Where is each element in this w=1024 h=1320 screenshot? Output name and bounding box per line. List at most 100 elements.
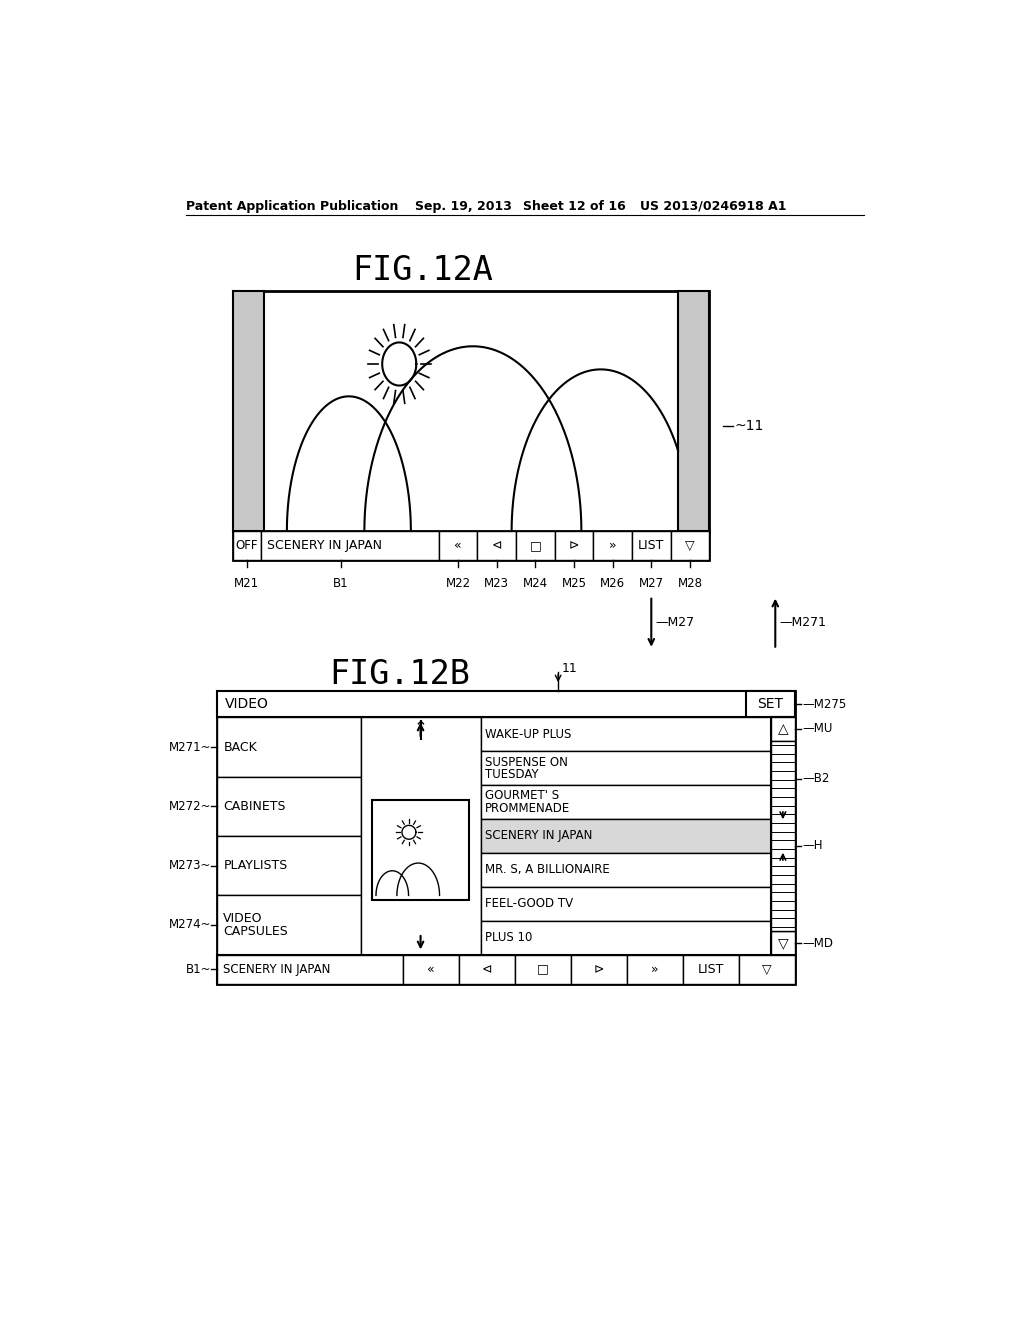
- Text: M22: M22: [445, 577, 471, 590]
- Text: SCENERY IN JAPAN: SCENERY IN JAPAN: [266, 539, 382, 552]
- Text: «: «: [455, 539, 462, 552]
- Text: LIST: LIST: [697, 962, 724, 975]
- Bar: [671, 531, 710, 560]
- Text: △: △: [777, 722, 788, 737]
- Bar: [746, 692, 795, 718]
- Text: FEEL-GOOD TV: FEEL-GOOD TV: [485, 898, 573, 911]
- Text: B1: B1: [333, 577, 348, 590]
- Text: GOURMET' S: GOURMET' S: [485, 789, 559, 803]
- Bar: [480, 887, 771, 921]
- Text: PLUS 10: PLUS 10: [485, 931, 532, 944]
- Text: —M271: —M271: [779, 616, 826, 630]
- Text: OFF: OFF: [236, 539, 258, 552]
- Text: Sep. 19, 2013: Sep. 19, 2013: [415, 199, 512, 213]
- Text: »: »: [651, 962, 658, 975]
- Bar: [217, 776, 360, 836]
- Bar: [771, 718, 795, 954]
- Bar: [771, 741, 795, 932]
- Bar: [372, 800, 469, 900]
- Text: ⊳: ⊳: [594, 962, 604, 975]
- Text: Patent Application Publication: Patent Application Publication: [186, 199, 398, 213]
- Text: CABINETS: CABINETS: [223, 800, 286, 813]
- Bar: [738, 954, 795, 983]
- Bar: [515, 954, 570, 983]
- Text: VIDEO: VIDEO: [225, 697, 268, 711]
- Bar: [771, 718, 795, 741]
- Bar: [477, 531, 516, 560]
- Text: ▽: ▽: [777, 936, 788, 950]
- Text: SUSPENSE ON: SUSPENSE ON: [485, 755, 568, 768]
- Text: WAKE-UP PLUS: WAKE-UP PLUS: [485, 727, 571, 741]
- Text: ▽: ▽: [685, 539, 694, 552]
- Text: M24: M24: [523, 577, 548, 590]
- Bar: [480, 785, 771, 818]
- Text: M21: M21: [234, 577, 259, 590]
- Text: —B2: —B2: [802, 772, 829, 785]
- Bar: [593, 531, 632, 560]
- Text: LIST: LIST: [638, 539, 665, 552]
- Bar: [232, 290, 710, 561]
- Text: Sheet 12 of 16: Sheet 12 of 16: [523, 199, 626, 213]
- Text: —MU: —MU: [802, 722, 833, 735]
- Text: 11: 11: [561, 661, 577, 675]
- Bar: [632, 531, 671, 560]
- Bar: [459, 954, 515, 983]
- Text: «: «: [427, 962, 435, 975]
- Text: —H: —H: [802, 840, 822, 851]
- Text: M25: M25: [561, 577, 587, 590]
- Bar: [683, 954, 738, 983]
- Bar: [217, 692, 795, 718]
- Text: MR. S, A BILLIONAIRE: MR. S, A BILLIONAIRE: [485, 863, 610, 876]
- Bar: [360, 718, 480, 954]
- Bar: [232, 531, 260, 560]
- Text: M27: M27: [639, 577, 664, 590]
- Bar: [516, 531, 555, 560]
- Bar: [480, 853, 771, 887]
- Text: ⊳: ⊳: [568, 539, 580, 552]
- Text: PROMMENADE: PROMMENADE: [485, 801, 570, 814]
- Bar: [480, 751, 771, 785]
- Text: —MD: —MD: [802, 936, 834, 949]
- Bar: [678, 290, 710, 531]
- Text: FIG.12B: FIG.12B: [329, 657, 470, 690]
- Text: M23: M23: [484, 577, 509, 590]
- Bar: [217, 692, 795, 983]
- Text: B1~: B1~: [185, 962, 211, 975]
- Text: ⊲: ⊲: [492, 539, 502, 552]
- Text: CAPSULES: CAPSULES: [223, 925, 288, 939]
- Bar: [232, 290, 263, 531]
- Bar: [217, 836, 360, 895]
- Text: BACK: BACK: [223, 741, 257, 754]
- Text: M274~: M274~: [168, 919, 211, 932]
- Text: □: □: [529, 539, 542, 552]
- Text: ↑: ↑: [414, 719, 427, 737]
- Bar: [480, 818, 771, 853]
- Text: PLAYLISTS: PLAYLISTS: [223, 859, 288, 873]
- Bar: [403, 954, 459, 983]
- Text: ~11: ~11: [734, 418, 764, 433]
- Text: ⊲: ⊲: [481, 962, 493, 975]
- Bar: [217, 718, 360, 776]
- Bar: [438, 531, 477, 560]
- Bar: [771, 932, 795, 954]
- Bar: [217, 895, 360, 954]
- Text: VIDEO: VIDEO: [223, 912, 263, 924]
- Bar: [260, 531, 438, 560]
- Text: M271~: M271~: [168, 741, 211, 754]
- Bar: [217, 954, 795, 983]
- Text: □: □: [537, 962, 549, 975]
- Text: US 2013/0246918 A1: US 2013/0246918 A1: [640, 199, 786, 213]
- Bar: [217, 954, 403, 983]
- Text: SET: SET: [758, 697, 783, 711]
- Text: M272~: M272~: [168, 800, 211, 813]
- Text: M26: M26: [600, 577, 626, 590]
- Text: SCENERY IN JAPAN: SCENERY IN JAPAN: [223, 962, 331, 975]
- Bar: [480, 921, 771, 954]
- Text: SCENERY IN JAPAN: SCENERY IN JAPAN: [485, 829, 593, 842]
- Bar: [570, 954, 627, 983]
- Text: FIG.12A: FIG.12A: [352, 253, 493, 286]
- Bar: [555, 531, 593, 560]
- Text: TUESDAY: TUESDAY: [485, 768, 539, 781]
- Text: —M275: —M275: [802, 698, 847, 711]
- Bar: [480, 718, 771, 751]
